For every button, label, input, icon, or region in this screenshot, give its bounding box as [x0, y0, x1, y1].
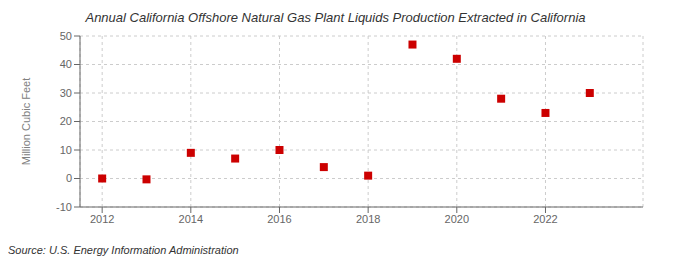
svg-text:2012: 2012: [90, 213, 114, 225]
svg-text:50: 50: [60, 30, 72, 42]
svg-text:2018: 2018: [356, 213, 380, 225]
html-text:Source: U.S. Energy Informatio: Source: U.S. Energy Information Administ…: [8, 244, 239, 256]
svg-text:-10: -10: [56, 201, 72, 213]
svg-text:2014: 2014: [179, 213, 203, 225]
svg-text:0: 0: [66, 172, 72, 184]
svg-text:Million Cubic Feet: Million Cubic Feet: [20, 78, 32, 165]
svg-text:10: 10: [60, 144, 72, 156]
svg-text:30: 30: [60, 87, 72, 99]
svg-text:2016: 2016: [267, 213, 291, 225]
svg-text:2020: 2020: [445, 213, 469, 225]
svg-text:2022: 2022: [533, 213, 557, 225]
html-text:Annual California Offshore Nat: Annual California Offshore Natural Gas P…: [85, 10, 586, 25]
svg-text:40: 40: [60, 58, 72, 70]
svg-text:20: 20: [60, 115, 72, 127]
